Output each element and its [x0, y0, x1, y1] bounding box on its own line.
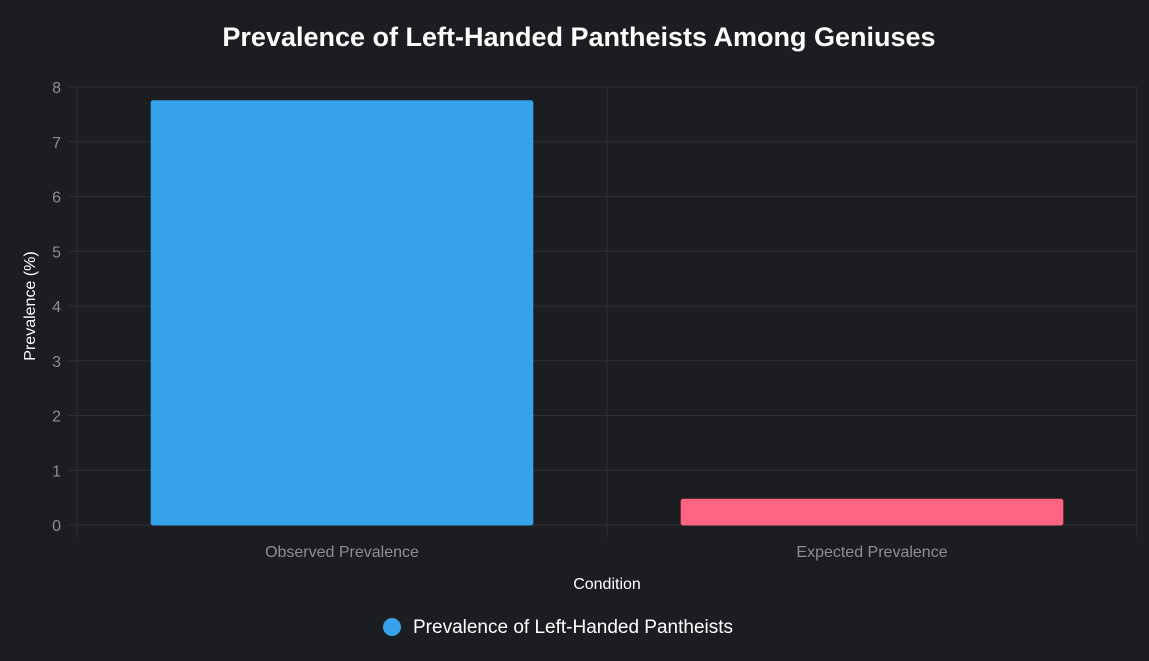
y-tick-label: 5 — [52, 244, 61, 261]
y-axis-ticks: 0 1 2 3 4 5 6 7 8 — [52, 80, 61, 535]
x-tick-label: Observed Prevalence — [265, 544, 419, 561]
y-tick-label: 4 — [52, 299, 61, 316]
y-tick-label: 8 — [52, 80, 61, 97]
bar[interactable] — [680, 498, 1064, 526]
y-tick-label: 1 — [52, 463, 61, 480]
x-tick-label: Expected Prevalence — [796, 544, 947, 561]
bar[interactable] — [150, 100, 534, 526]
y-tick-label: 2 — [52, 409, 61, 426]
x-axis-ticks: Observed Prevalence Expected Prevalence — [265, 544, 948, 561]
bar-expected[interactable] — [680, 498, 1064, 526]
x-axis-title: Condition — [573, 576, 641, 593]
legend-marker — [383, 618, 401, 636]
bar-observed[interactable] — [150, 100, 534, 526]
bars — [150, 100, 1064, 526]
legend[interactable]: Prevalence of Left-Handed Pantheists — [383, 617, 733, 638]
y-tick-label: 7 — [52, 135, 61, 152]
chart-title: Prevalence of Left-Handed Pantheists Amo… — [222, 22, 935, 52]
y-tick-label: 0 — [52, 518, 61, 535]
legend-label: Prevalence of Left-Handed Pantheists — [413, 617, 733, 638]
y-tick-label: 3 — [52, 354, 61, 371]
y-tick-label: 6 — [52, 190, 61, 207]
y-axis-title: Prevalence (%) — [22, 251, 39, 360]
